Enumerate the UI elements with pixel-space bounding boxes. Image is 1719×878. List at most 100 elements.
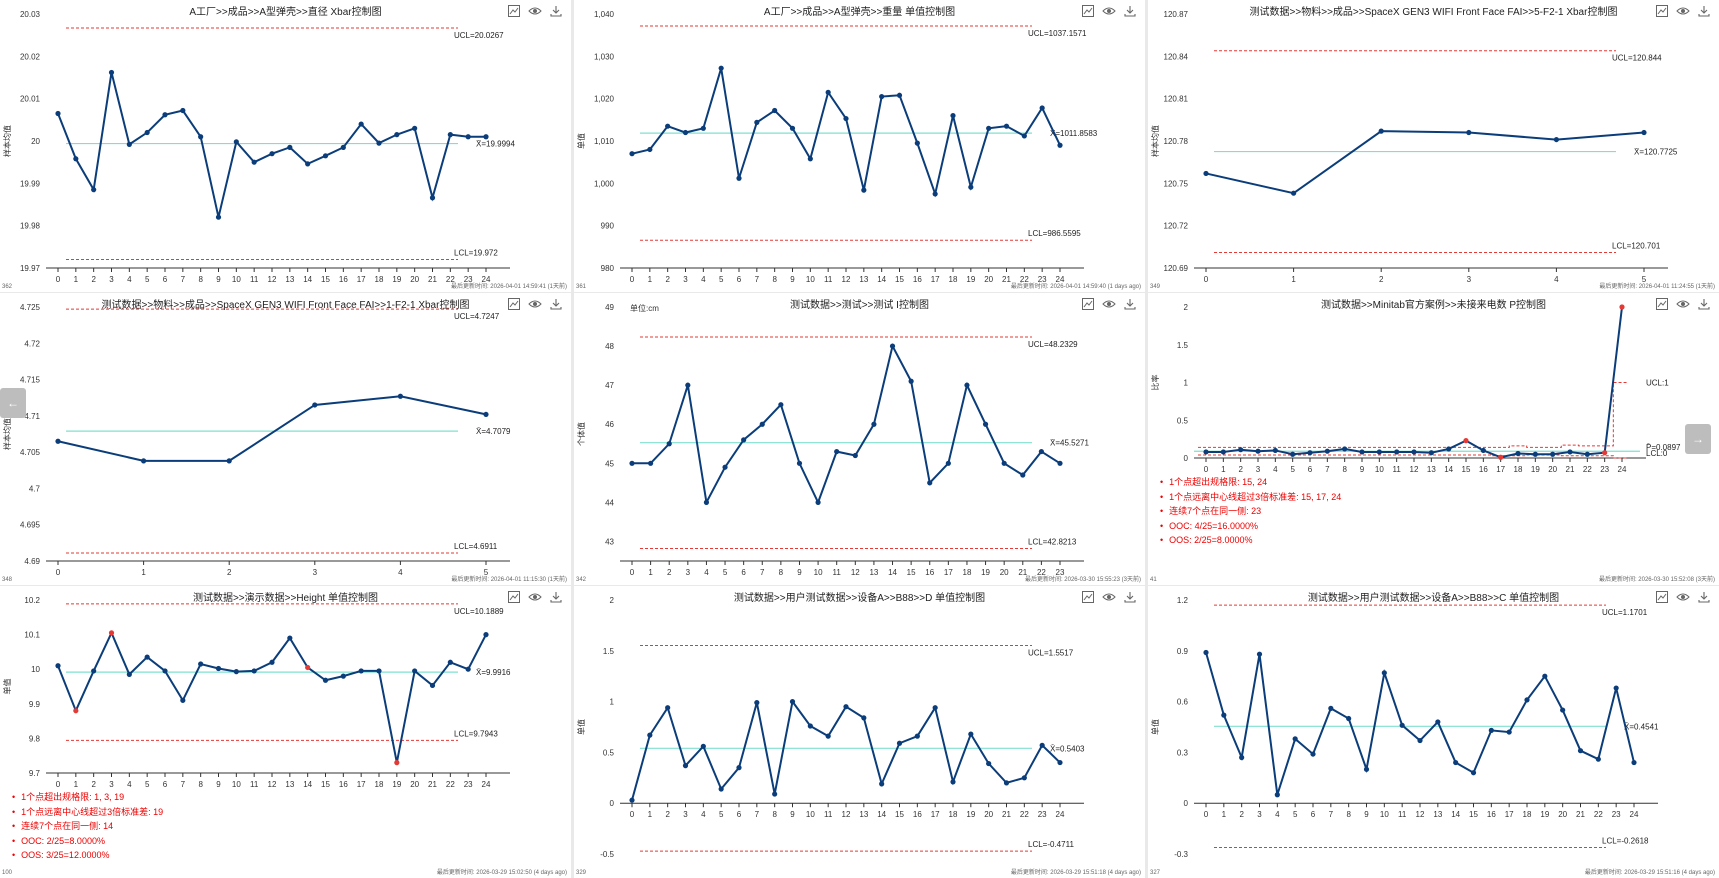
data-point[interactable] (1001, 460, 1007, 466)
data-point[interactable] (397, 393, 403, 399)
data-point[interactable] (879, 93, 885, 100)
data-point[interactable] (871, 421, 877, 427)
download-icon[interactable] (1123, 590, 1137, 604)
data-point[interactable] (226, 458, 232, 464)
data-point[interactable] (1310, 751, 1316, 757)
data-point[interactable] (358, 668, 364, 674)
data-point[interactable] (1417, 737, 1423, 744)
data-point[interactable] (1378, 128, 1384, 134)
eye-icon[interactable] (1676, 297, 1690, 311)
data-point[interactable] (789, 125, 796, 131)
data-point[interactable] (1220, 449, 1226, 455)
data-point[interactable] (665, 123, 671, 129)
data-point[interactable] (233, 139, 239, 145)
data-point[interactable] (986, 760, 992, 767)
data-point[interactable] (1515, 450, 1521, 457)
data-point[interactable] (665, 705, 671, 711)
next-page-button[interactable]: → (1685, 424, 1711, 454)
data-point[interactable] (879, 781, 885, 787)
data-point[interactable] (1553, 136, 1559, 143)
data-point[interactable] (322, 153, 329, 159)
data-point[interactable] (312, 402, 318, 408)
data-point[interactable] (126, 671, 132, 677)
data-point[interactable] (1376, 449, 1382, 455)
data-point[interactable] (483, 632, 489, 638)
data-point[interactable] (198, 661, 204, 667)
data-point[interactable] (789, 699, 796, 705)
data-point[interactable] (754, 119, 760, 125)
data-point[interactable] (233, 669, 239, 675)
data-point[interactable] (1584, 451, 1590, 457)
data-point[interactable] (700, 743, 706, 749)
data-point[interactable] (982, 421, 989, 427)
data-point[interactable] (1550, 451, 1556, 457)
data-point[interactable] (1359, 449, 1365, 455)
data-point[interactable] (889, 343, 896, 349)
data-point[interactable] (932, 705, 938, 711)
data-point[interactable] (682, 763, 689, 769)
data-point[interactable] (1003, 123, 1010, 129)
data-point[interactable] (1480, 447, 1486, 454)
data-point[interactable] (1346, 715, 1352, 722)
data-point[interactable] (1221, 712, 1227, 718)
data-point[interactable] (126, 141, 132, 147)
data-point[interactable] (852, 452, 858, 459)
data-point[interactable] (1328, 705, 1334, 711)
data-point[interactable] (305, 161, 311, 167)
download-icon[interactable] (549, 4, 563, 18)
data-point[interactable] (287, 635, 293, 641)
data-point[interactable] (950, 113, 956, 119)
data-point[interactable] (215, 665, 222, 672)
data-point[interactable] (1435, 719, 1441, 725)
data-point[interactable] (447, 659, 453, 665)
data-point[interactable] (162, 668, 168, 674)
data-point[interactable] (1239, 754, 1245, 761)
alarm-point[interactable] (73, 708, 79, 714)
data-point[interactable] (1290, 451, 1296, 457)
data-point[interactable] (1038, 448, 1044, 455)
data-point[interactable] (1292, 736, 1298, 742)
data-point[interactable] (251, 668, 257, 674)
data-point[interactable] (666, 441, 672, 447)
alarm-point[interactable] (305, 664, 311, 671)
data-point[interactable] (73, 156, 79, 162)
data-point[interactable] (968, 184, 974, 190)
data-point[interactable] (718, 65, 724, 71)
line-chart-icon[interactable] (507, 4, 521, 18)
alarm-point[interactable] (394, 760, 400, 766)
data-point[interactable] (340, 144, 346, 150)
data-point[interactable] (1238, 447, 1244, 453)
download-icon[interactable] (1697, 297, 1711, 311)
data-point[interactable] (483, 411, 489, 418)
data-point[interactable] (1560, 707, 1566, 713)
data-point[interactable] (1399, 722, 1405, 728)
data-point[interactable] (1381, 670, 1387, 676)
data-point[interactable] (1021, 133, 1027, 139)
prev-page-button[interactable]: ← (0, 388, 26, 418)
data-point[interactable] (700, 125, 706, 131)
data-point[interactable] (1446, 446, 1452, 452)
data-point[interactable] (736, 765, 742, 771)
data-point[interactable] (1567, 449, 1573, 455)
data-point[interactable] (1203, 649, 1209, 656)
download-icon[interactable] (1123, 4, 1137, 18)
data-point[interactable] (1542, 673, 1548, 679)
data-point[interactable] (465, 666, 471, 672)
data-point[interactable] (964, 382, 970, 388)
data-point[interactable] (754, 700, 760, 706)
data-point[interactable] (340, 673, 346, 679)
data-point[interactable] (198, 134, 204, 140)
line-chart-icon[interactable] (507, 590, 521, 604)
data-point[interactable] (412, 668, 418, 674)
line-chart-icon[interactable] (507, 297, 521, 311)
data-point[interactable] (629, 151, 635, 157)
download-icon[interactable] (1697, 590, 1711, 604)
data-point[interactable] (807, 723, 813, 729)
data-point[interactable] (927, 480, 933, 486)
data-point[interactable] (91, 187, 97, 193)
data-point[interactable] (1039, 742, 1045, 748)
alarm-point[interactable] (1463, 438, 1469, 444)
alarm-point[interactable] (1498, 454, 1504, 460)
eye-icon[interactable] (528, 590, 542, 604)
data-point[interactable] (162, 112, 168, 118)
